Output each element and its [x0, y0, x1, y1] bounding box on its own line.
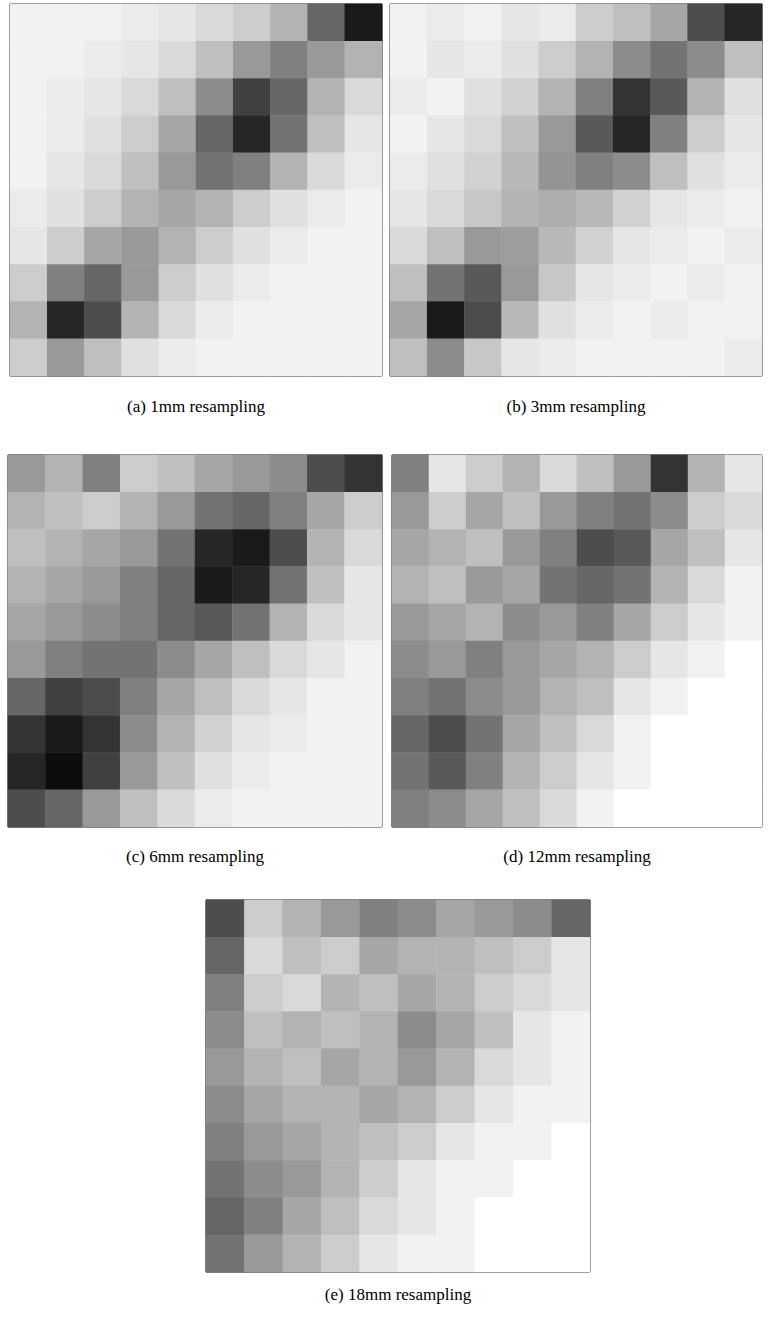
svg-text:(b) 3mm resampling: (b) 3mm resampling: [507, 397, 646, 416]
svg-text:(c) 6mm resampling: (c) 6mm resampling: [126, 847, 264, 866]
svg-text:(e) 18mm resampling: (e) 18mm resampling: [325, 1285, 472, 1304]
svg-text:(d) 12mm resampling: (d) 12mm resampling: [503, 847, 651, 866]
svg-text:(a) 1mm resampling: (a) 1mm resampling: [127, 397, 265, 416]
